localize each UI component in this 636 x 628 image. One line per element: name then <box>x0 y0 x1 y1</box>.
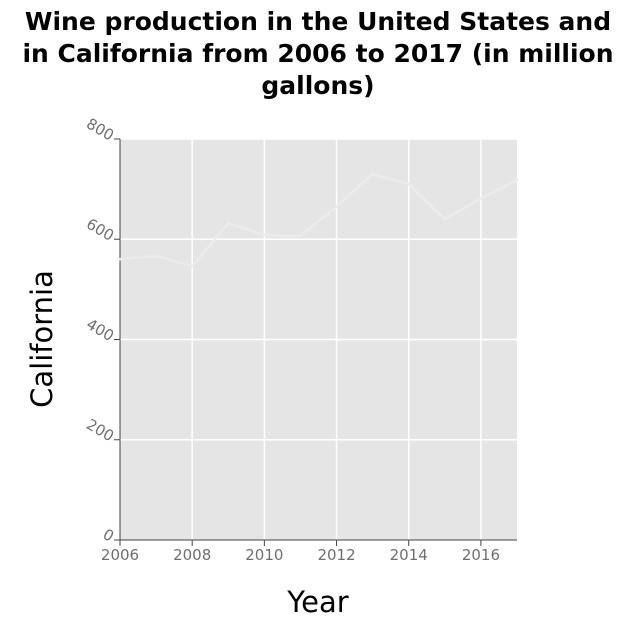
x-tick-label-2012: 2012 <box>317 546 355 564</box>
chart-title: Wine production in the United States and… <box>22 7 613 100</box>
y-tick-label-0: 0 <box>100 525 117 545</box>
chart-title-line-1: Wine production in the United States and <box>25 7 611 36</box>
x-tick-label-2014: 2014 <box>390 546 428 564</box>
y-axis-ticks: 0 200 400 600 800 <box>83 115 120 545</box>
data-point-2007 <box>154 254 158 257</box>
chart-title-line-3: gallons) <box>261 71 374 100</box>
x-tick-label-2016: 2016 <box>462 546 500 564</box>
x-tick-label-2010: 2010 <box>245 546 283 564</box>
series-line-0 <box>118 172 519 268</box>
y-axis-label: California <box>25 270 59 408</box>
y-tick-label-400: 400 <box>83 315 117 345</box>
x-tick-label-2006: 2006 <box>101 546 139 564</box>
x-axis-ticks: 2006 2008 2010 2012 2014 2016 <box>101 540 500 564</box>
data-point-2014 <box>407 182 410 186</box>
series-layer <box>118 172 519 268</box>
x-tick-label-2008: 2008 <box>173 546 211 564</box>
data-point-2010 <box>263 234 266 237</box>
y-tick-label-600: 600 <box>83 215 117 245</box>
data-point-2013 <box>371 172 374 176</box>
y-tick-label-200: 200 <box>83 415 117 445</box>
data-point-2006 <box>118 258 122 261</box>
x-axis-label: Year <box>286 585 348 619</box>
data-point-2016 <box>479 197 483 200</box>
grid-lines <box>120 138 517 540</box>
chart-title-line-2: in California from 2006 to 2017 (in mill… <box>22 39 613 68</box>
data-point-2009 <box>227 222 230 225</box>
y-tick-label-800: 800 <box>83 115 117 145</box>
data-point-2008 <box>190 265 194 268</box>
data-point-2015 <box>443 218 447 221</box>
data-point-2017 <box>515 178 519 182</box>
data-point-2011 <box>299 234 302 237</box>
data-point-2012 <box>335 205 338 208</box>
